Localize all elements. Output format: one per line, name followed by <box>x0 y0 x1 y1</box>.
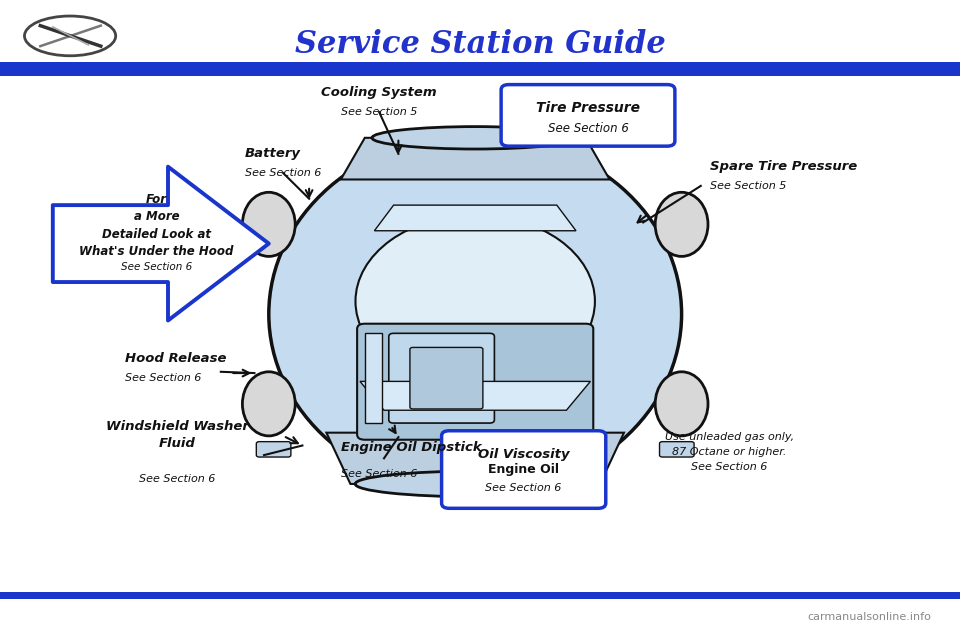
Text: Battery: Battery <box>245 147 300 160</box>
FancyBboxPatch shape <box>501 85 675 146</box>
Polygon shape <box>341 138 610 179</box>
Text: Hood Release: Hood Release <box>125 353 227 365</box>
Text: See Section 5: See Section 5 <box>341 107 418 117</box>
Text: Engine Oil: Engine Oil <box>489 463 559 476</box>
Ellipse shape <box>655 372 708 436</box>
Text: See Section 6: See Section 6 <box>547 122 629 135</box>
Text: See Section 6: See Section 6 <box>125 373 202 383</box>
Text: See Section 6: See Section 6 <box>121 262 192 272</box>
Ellipse shape <box>372 126 578 149</box>
Text: See Section 5: See Section 5 <box>710 181 787 191</box>
Text: See Section 6: See Section 6 <box>139 474 216 485</box>
Ellipse shape <box>269 135 682 494</box>
FancyBboxPatch shape <box>389 333 494 423</box>
Text: Engine Oil Dipstick: Engine Oil Dipstick <box>341 441 482 454</box>
Text: Windshield Washer
Fluid: Windshield Washer Fluid <box>107 420 249 450</box>
Bar <box>365 333 382 423</box>
Text: Cooling System: Cooling System <box>322 87 437 99</box>
Bar <box>0 62 960 76</box>
FancyBboxPatch shape <box>410 347 483 409</box>
Text: Service Station Guide: Service Station Guide <box>295 29 665 60</box>
Ellipse shape <box>655 192 708 256</box>
FancyBboxPatch shape <box>442 431 606 508</box>
Text: Spare Tire Pressure: Spare Tire Pressure <box>710 160 857 173</box>
Text: Tire Pressure: Tire Pressure <box>536 101 640 115</box>
Text: Oil Viscosity: Oil Viscosity <box>478 448 569 462</box>
Text: See Section 6: See Section 6 <box>486 483 562 494</box>
Text: For
a More
Detailed Look at
What's Under the Hood: For a More Detailed Look at What's Under… <box>80 193 233 258</box>
FancyBboxPatch shape <box>357 324 593 440</box>
FancyBboxPatch shape <box>256 442 291 457</box>
Ellipse shape <box>242 372 296 436</box>
Polygon shape <box>374 205 576 231</box>
Polygon shape <box>326 433 624 484</box>
FancyBboxPatch shape <box>660 442 694 457</box>
Polygon shape <box>360 381 590 410</box>
PathPatch shape <box>53 167 269 320</box>
Text: Use unleaded gas only,
87 Octane or higher.
See Section 6: Use unleaded gas only, 87 Octane or high… <box>665 432 794 472</box>
Text: See Section 6: See Section 6 <box>341 469 418 479</box>
Ellipse shape <box>242 192 296 256</box>
Ellipse shape <box>355 215 595 387</box>
Ellipse shape <box>355 471 595 497</box>
Bar <box>0 592 960 599</box>
Ellipse shape <box>24 16 116 56</box>
Text: See Section 6: See Section 6 <box>245 168 322 178</box>
Text: carmanualsonline.info: carmanualsonline.info <box>807 612 931 622</box>
